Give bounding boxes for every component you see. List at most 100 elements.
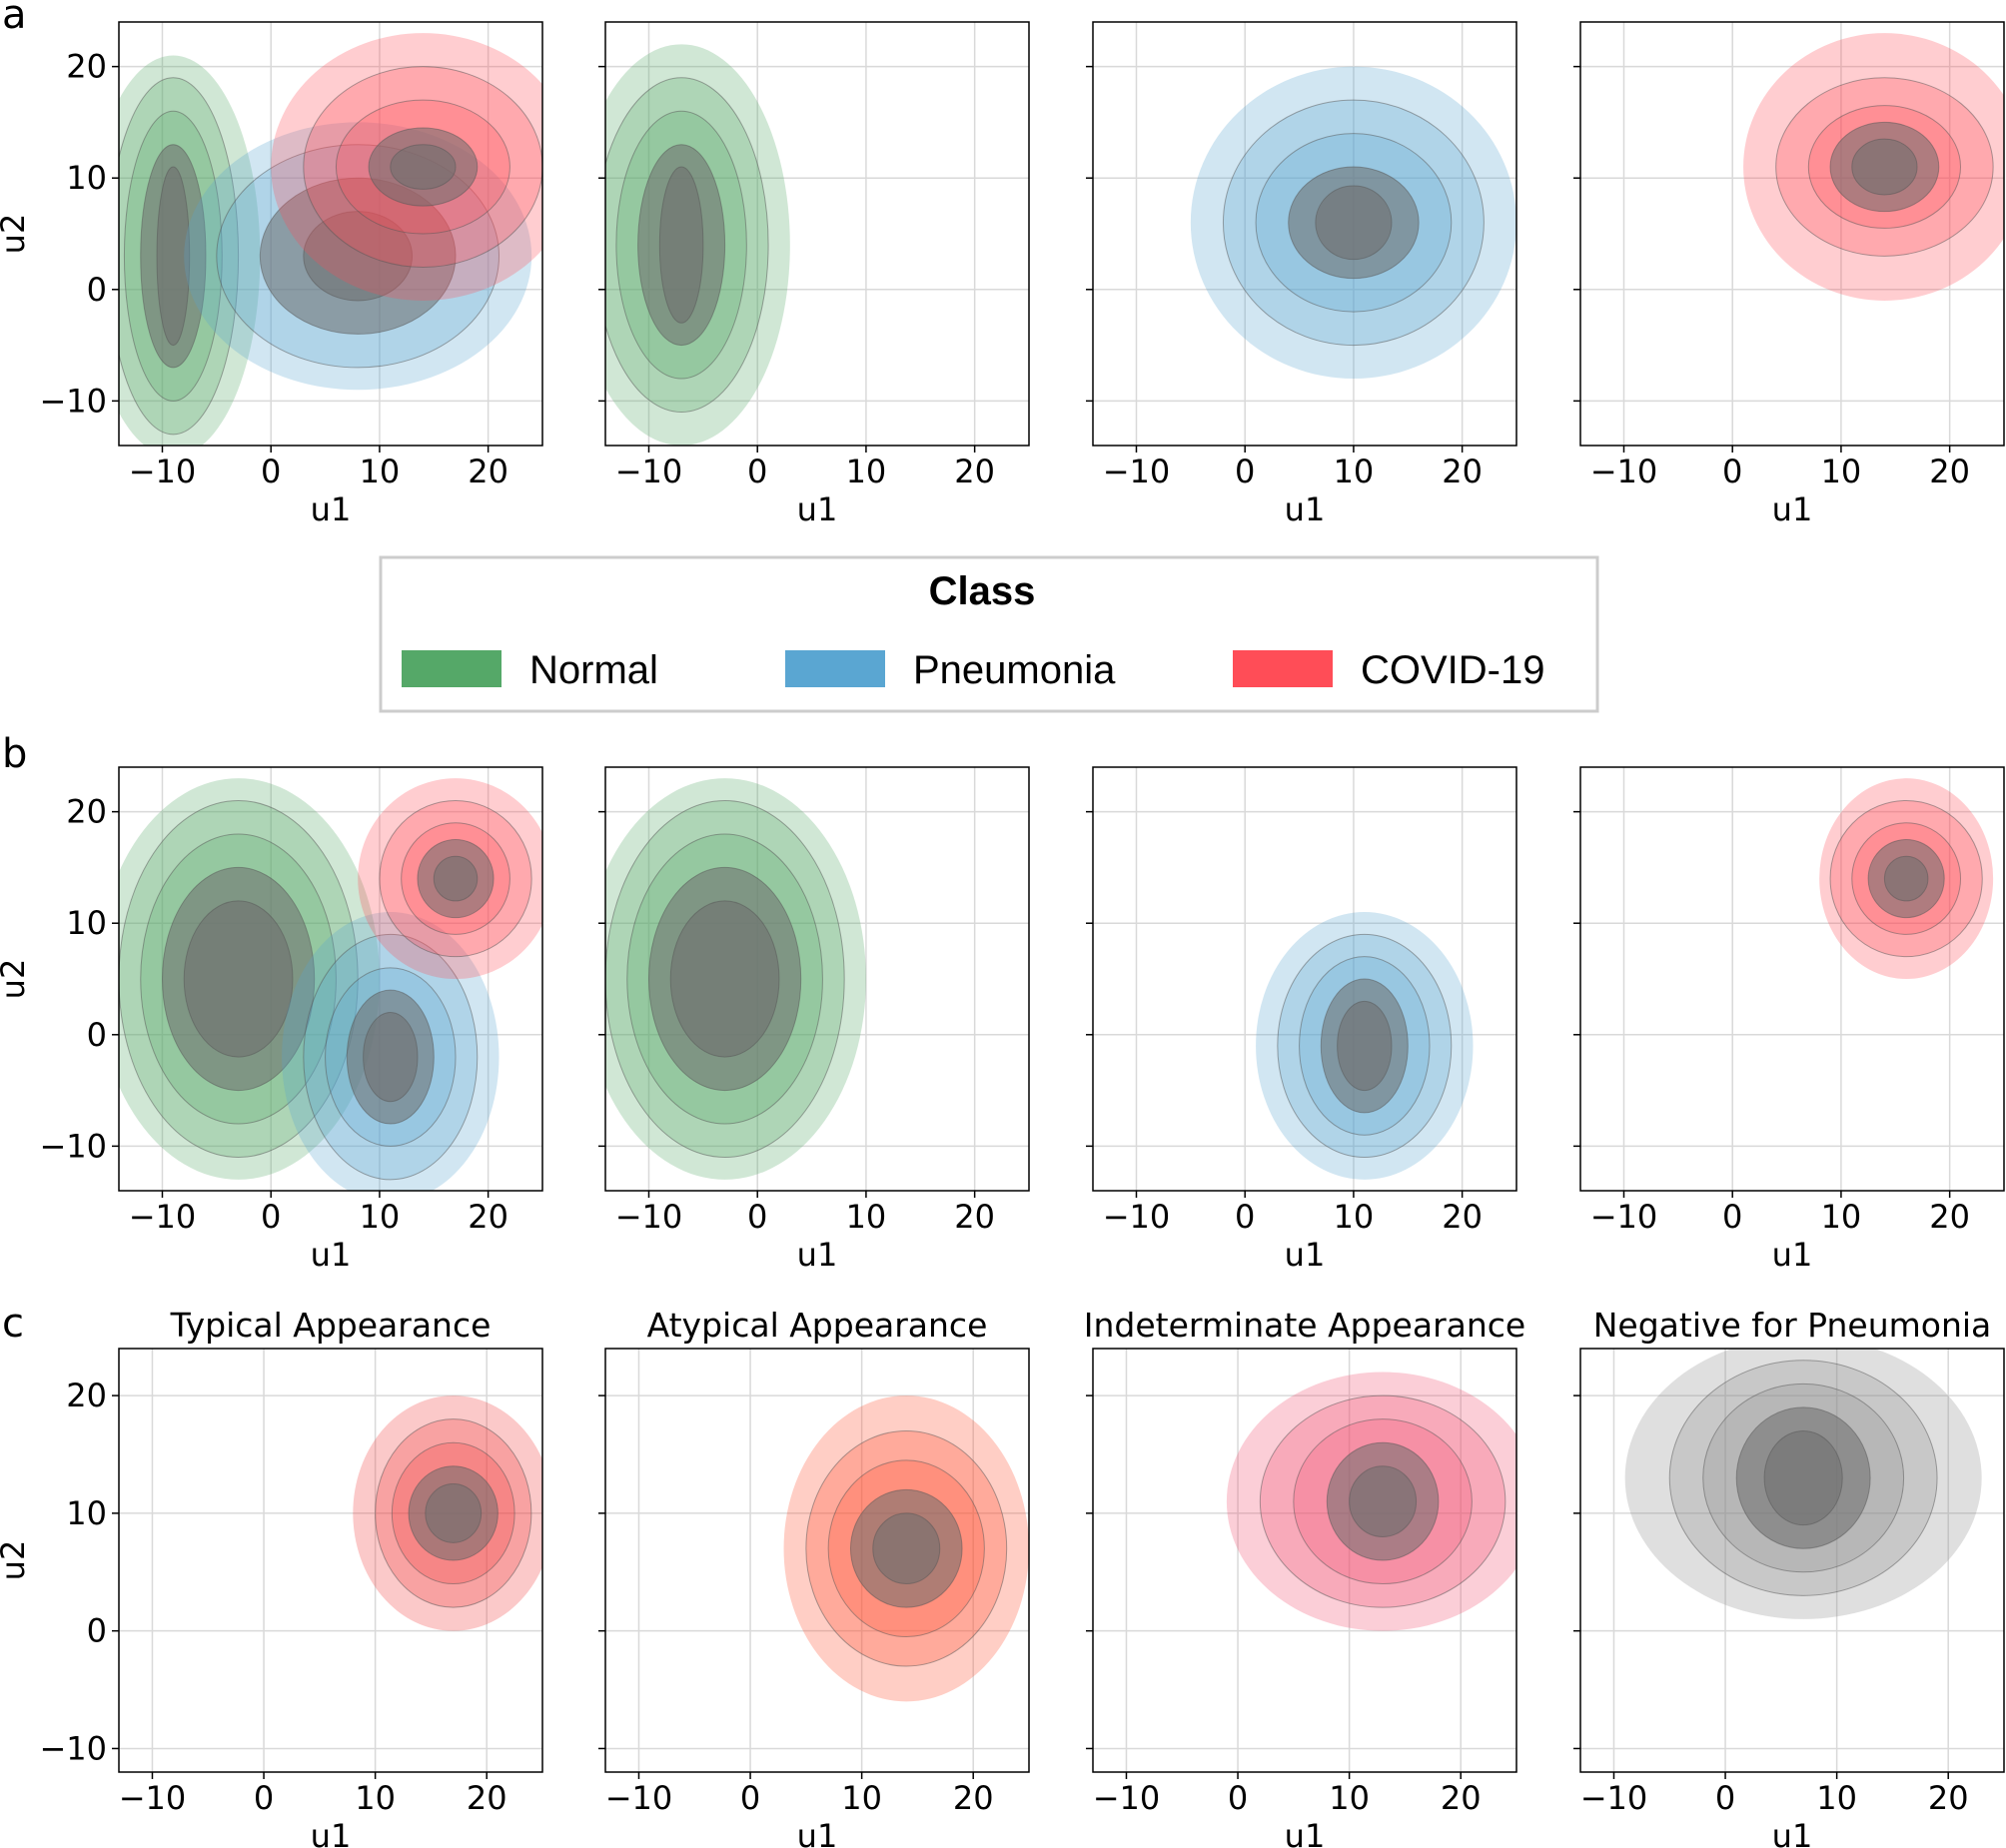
x-tick-label: −10 xyxy=(1093,1779,1161,1817)
x-tick-label: 20 xyxy=(1442,453,1483,490)
density-pneumonia-level-5 xyxy=(1337,1000,1393,1092)
x-axis-label: u1 xyxy=(311,1817,352,1848)
panel-c-1: −10 0 10 20 u1 −10 0 10 20 u2 Typical Appearance xyxy=(0,1306,543,1848)
x-tick-label: 0 xyxy=(1235,1198,1255,1236)
axes-frame xyxy=(604,766,1030,1192)
x-tick-label: 0 xyxy=(1722,1198,1742,1236)
legend-frame xyxy=(379,555,1599,713)
legend-label-covid: COVID-19 xyxy=(1361,648,1545,692)
y-tick-label: −10 xyxy=(39,1127,107,1165)
y-tick-label: 10 xyxy=(66,1494,107,1532)
density-pneumonia-level-5 xyxy=(1315,185,1393,261)
y-axis-label: u2 xyxy=(0,1540,32,1581)
x-tick-label: 0 xyxy=(1715,1779,1735,1817)
axes-frame xyxy=(1579,766,2005,1192)
x-tick-label: 10 xyxy=(1334,1198,1375,1236)
y-tick-label: 0 xyxy=(87,271,107,309)
x-axis-label: u1 xyxy=(797,1817,838,1848)
x-tick-label: 0 xyxy=(261,453,281,490)
x-tick-label: 10 xyxy=(360,1198,401,1236)
x-tick-label: −10 xyxy=(1103,453,1171,490)
panel-title: Typical Appearance xyxy=(170,1306,492,1345)
x-tick-label: 20 xyxy=(954,1198,995,1236)
legend-label-pneumonia: Pneumonia xyxy=(913,648,1116,692)
x-tick-label: 10 xyxy=(1821,1198,1862,1236)
x-tick-label: 0 xyxy=(254,1779,274,1817)
x-tick-label: −10 xyxy=(129,453,197,490)
panel-a-4: −10 0 10 20 u1 xyxy=(1573,21,2005,528)
panel-b-2: −10 0 10 20 u1 xyxy=(598,766,1030,1274)
y-tick-label: 20 xyxy=(66,793,107,831)
y-tick-label: 20 xyxy=(66,1377,107,1414)
panel-c-3: −10 0 10 20 u1 Indeterminate Appearance xyxy=(1084,1306,1525,1848)
panel-title: Negative for Pneumonia xyxy=(1593,1306,1992,1345)
legend-swatch-normal xyxy=(402,650,502,687)
x-tick-label: −10 xyxy=(1590,453,1658,490)
axes-frame xyxy=(118,21,543,447)
x-tick-label: 0 xyxy=(747,1198,767,1236)
x-tick-label: 20 xyxy=(468,1198,508,1236)
x-tick-label: 20 xyxy=(1441,1779,1482,1817)
density-normal-level-5 xyxy=(669,900,780,1058)
density-normal-level-5 xyxy=(658,166,704,324)
x-tick-label: 20 xyxy=(468,453,508,490)
legend-label-normal: Normal xyxy=(529,648,658,692)
axes-frame xyxy=(118,1348,543,1773)
axes-frame xyxy=(1092,1348,1517,1773)
x-tick-label: 0 xyxy=(1235,453,1255,490)
x-axis-label: u1 xyxy=(1285,1236,1326,1274)
x-tick-label: 20 xyxy=(467,1779,507,1817)
legend-swatch-covid xyxy=(1233,650,1333,687)
panel-letter-a: a xyxy=(2,0,27,38)
y-tick-label: 10 xyxy=(66,159,107,197)
x-tick-label: 10 xyxy=(1334,453,1375,490)
x-tick-label: 20 xyxy=(953,1779,994,1817)
axes-frame xyxy=(1092,766,1517,1192)
x-tick-label: 0 xyxy=(1722,453,1742,490)
density-covid-19-level-5 xyxy=(1883,855,1929,902)
panel-a-2: −10 0 10 20 u1 xyxy=(598,21,1030,528)
panel-a-1: −10 0 10 20 u1 −10 0 10 20 u2 xyxy=(0,21,543,528)
x-tick-label: 0 xyxy=(1228,1779,1248,1817)
panel-title: Indeterminate Appearance xyxy=(1084,1306,1525,1345)
x-tick-label: −10 xyxy=(129,1198,197,1236)
x-tick-label: −10 xyxy=(615,1198,683,1236)
x-tick-label: 20 xyxy=(1442,1198,1483,1236)
density-pneumonia-level-5 xyxy=(363,1011,419,1103)
y-axis-label: u2 xyxy=(0,959,32,1000)
axes-frame xyxy=(1579,1348,2005,1773)
x-axis-label: u1 xyxy=(797,1236,838,1274)
panel-c-2: −10 0 10 20 u1 Atypical Appearance xyxy=(598,1306,1030,1848)
x-tick-label: −10 xyxy=(119,1779,187,1817)
x-tick-label: 10 xyxy=(846,1198,887,1236)
x-tick-label: 10 xyxy=(1816,1779,1857,1817)
x-axis-label: u1 xyxy=(797,490,838,528)
x-tick-label: 0 xyxy=(740,1779,760,1817)
y-tick-label: 10 xyxy=(66,904,107,942)
panel-a-3: −10 0 10 20 u1 xyxy=(1086,21,1517,528)
x-tick-label: 20 xyxy=(954,453,995,490)
y-axis-label: u2 xyxy=(0,214,32,255)
legend: Class Normal Pneumonia COVID-19 xyxy=(379,555,1599,713)
panel-c-4: −10 0 10 20 u1 Negative for Pneumonia xyxy=(1573,1306,2005,1848)
axes-frame xyxy=(1579,21,2005,447)
x-tick-label: 20 xyxy=(1928,1779,1969,1817)
y-tick-label: −10 xyxy=(39,382,107,420)
density-covid-19-level-5 xyxy=(433,855,479,902)
x-tick-label: 10 xyxy=(1821,453,1862,490)
x-tick-label: −10 xyxy=(1590,1198,1658,1236)
x-tick-label: −10 xyxy=(615,453,683,490)
panel-b-1: −10 0 10 20 u1 −10 0 10 20 u2 xyxy=(0,766,543,1274)
density-negative-level-5 xyxy=(1763,1429,1843,1526)
axes-frame xyxy=(118,766,543,1192)
axes-frame xyxy=(1092,21,1517,447)
panel-letter-b: b xyxy=(2,731,27,777)
axes-frame xyxy=(604,21,1030,447)
axes-frame xyxy=(604,1348,1030,1773)
y-tick-label: −10 xyxy=(39,1729,107,1767)
x-axis-label: u1 xyxy=(1285,490,1326,528)
x-tick-label: 20 xyxy=(1929,1198,1970,1236)
density-typical-level-5 xyxy=(425,1482,483,1543)
x-tick-label: −10 xyxy=(1580,1779,1648,1817)
